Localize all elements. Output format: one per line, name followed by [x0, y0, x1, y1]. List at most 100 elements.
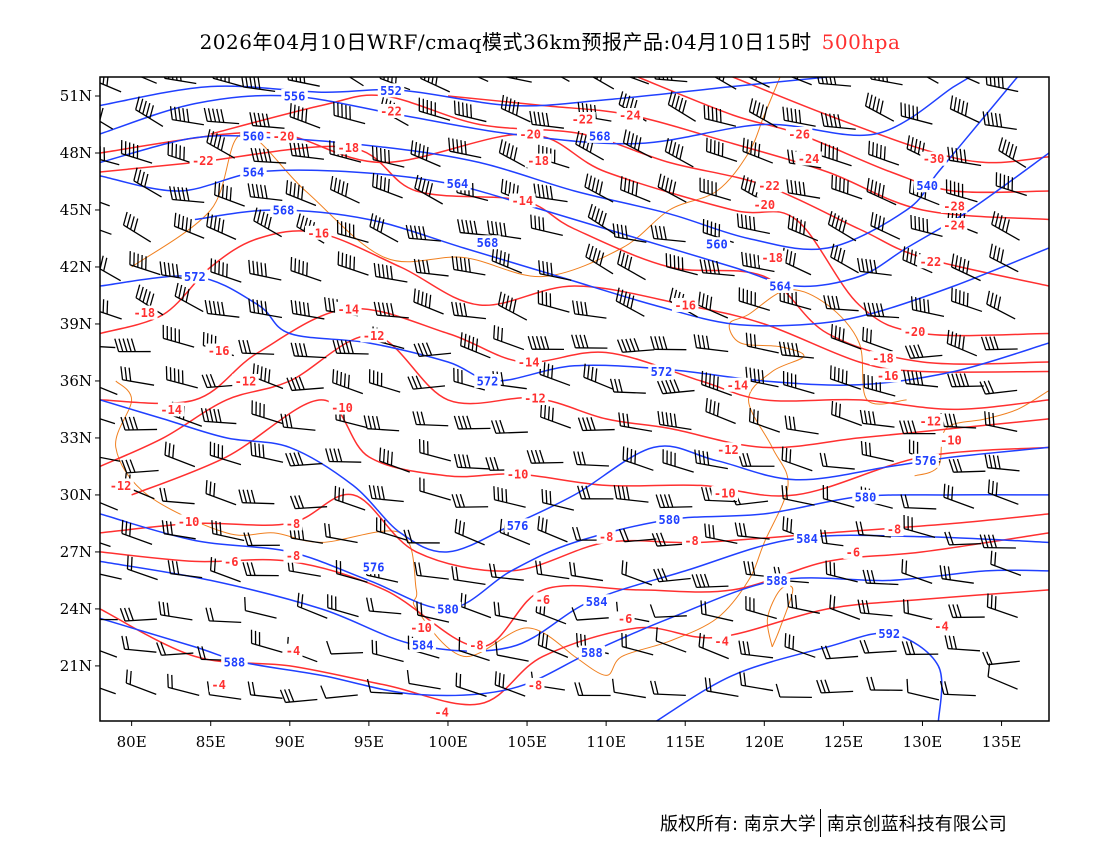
temperature-label: -12: [363, 329, 385, 343]
wind-barb: [535, 560, 570, 580]
wind-barb: [825, 560, 858, 583]
temperature-label: -8: [887, 523, 901, 537]
wind-barb: [418, 97, 451, 121]
lat-tick-label: 48N: [60, 144, 92, 162]
wind-barb: [100, 77, 122, 93]
wind-barb: [745, 366, 779, 388]
wind-barb: [906, 678, 940, 701]
wind-barb: [167, 673, 200, 697]
wind-barb: [945, 179, 978, 203]
wind-barb: [948, 604, 985, 619]
wind-barb: [583, 363, 614, 390]
wind-barb: [100, 297, 122, 320]
wind-barb: [493, 601, 527, 622]
temperature-label: -6: [536, 593, 550, 607]
wind-barb: [286, 376, 324, 392]
wind-barb: [373, 262, 408, 283]
temperature-label: -28: [943, 199, 965, 213]
temperature-labels: -22 -24 -26 -30 -28 -24 -22 -20 -20 -18 -18 -22 -24 -…: [107, 103, 968, 720]
title-main: 2026年04月10日WRF/cmaq模式36km预报产品:04月10日15时: [199, 30, 812, 54]
wind-barb: [368, 484, 404, 503]
temperature-label: -6: [618, 612, 632, 626]
wind-barb: [650, 225, 686, 243]
wind-barb: [866, 676, 903, 691]
wind-barb: [366, 678, 403, 695]
wind-barb: [820, 112, 856, 130]
wind-barb: [866, 177, 897, 206]
temperature-label: -24: [619, 108, 641, 122]
temperature-label: -22: [380, 104, 402, 118]
wind-barb: [657, 173, 687, 203]
wind-barb: [748, 407, 781, 433]
temperature-label-bg: [270, 128, 297, 143]
wind-barb: [133, 167, 162, 198]
lon-tick-label: 100E: [428, 733, 468, 751]
wind-barb: [250, 147, 287, 164]
wind-barb: [985, 77, 1019, 93]
wind-barb: [498, 139, 528, 169]
wind-barb: [571, 607, 609, 621]
wind-barb: [412, 411, 449, 427]
temperature-label-bg: [712, 634, 732, 649]
temperature-label: -4: [434, 706, 448, 720]
wind-barb: [460, 332, 491, 359]
wind-barb: [454, 518, 485, 546]
wind-barb: [900, 494, 937, 510]
height-label: 552: [380, 84, 402, 98]
wind-barb: [410, 140, 441, 168]
wind-barb: [210, 258, 242, 283]
wind-barb: [621, 560, 653, 586]
wind-barb: [662, 449, 694, 473]
temperature-contour: [637, 77, 1049, 194]
wind-barb: [100, 542, 111, 548]
lat-tick-label: 39N: [60, 315, 92, 333]
wind-barb: [864, 92, 895, 122]
height-label-bg: [360, 560, 387, 575]
lon-tick-label: 135E: [982, 733, 1022, 751]
wind-barb: [982, 111, 1017, 130]
wind-barb: [577, 417, 615, 432]
temperature-label-bg: [616, 107, 644, 122]
lat-tick-label: 27N: [60, 543, 92, 561]
temperature-label: -22: [758, 179, 780, 193]
temperature-label-bg: [283, 548, 303, 563]
wind-barb: [120, 140, 153, 164]
wind-barb: [457, 219, 493, 237]
wind-barb: [786, 179, 821, 199]
temperature-contour: [210, 94, 1049, 287]
wind-barb: [206, 129, 236, 159]
wind-barb: [371, 639, 404, 663]
wind-barb: [100, 201, 110, 207]
wind-barb: [287, 77, 320, 87]
wind-barb: [165, 366, 198, 389]
wind-barb: [420, 77, 451, 93]
wind-barb: [949, 95, 980, 124]
wind-barb: [526, 449, 564, 464]
wind-barbs: [100, 77, 1027, 704]
wind-barb: [413, 288, 444, 315]
wind-barb: [830, 324, 862, 350]
temperature-contour: [100, 307, 1049, 411]
wind-barb: [819, 452, 855, 470]
wind-barb: [573, 451, 609, 467]
wind-barb: [628, 77, 649, 85]
wind-barb: [327, 594, 359, 618]
wind-barb: [247, 183, 283, 202]
height-label-bg: [434, 601, 462, 616]
axes: 80E 85E 90E 95E 100E 105E 110E 115E 120E 125E 130E…: [60, 87, 1022, 751]
wind-barb: [366, 597, 402, 615]
wind-barb: [159, 487, 195, 505]
wind-barb: [413, 258, 449, 277]
wind-barb: [503, 77, 532, 83]
wind-barb: [416, 601, 450, 623]
temperature-label: -20: [273, 129, 295, 143]
wind-barb: [135, 284, 164, 316]
wind-barb: [375, 517, 408, 541]
height-label-bg: [474, 235, 501, 250]
wind-barb: [455, 672, 487, 697]
wind-barb: [537, 631, 569, 658]
wind-barb: [859, 639, 897, 654]
temperature-label-bg: [533, 592, 553, 607]
map-title: 2026年04月10日WRF/cmaq模式36km预报产品:04月10日15时 5…: [0, 26, 1100, 55]
temperature-label: -22: [920, 255, 942, 269]
